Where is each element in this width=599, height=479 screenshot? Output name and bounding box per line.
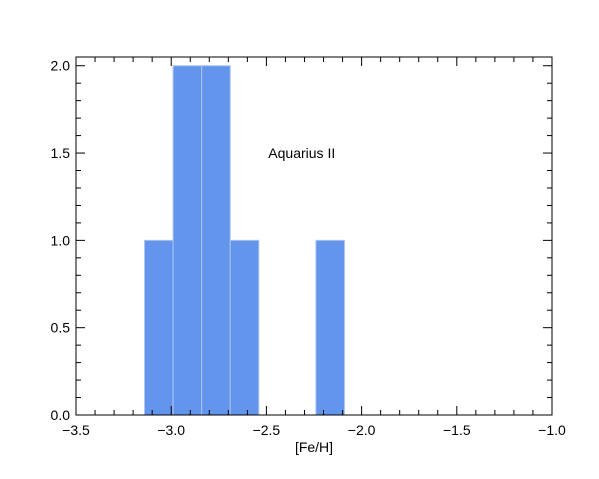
y-tick-label: 0.5 <box>51 320 71 336</box>
x-tick-label: −2.5 <box>253 422 281 438</box>
plot-frame <box>75 56 553 416</box>
bars-group <box>144 65 345 416</box>
histogram-bar-3 <box>201 65 231 416</box>
histogram-bar-4 <box>229 239 260 416</box>
x-tick-label: −2.0 <box>348 422 376 438</box>
chart-annotation: Aquarius II <box>268 145 335 161</box>
y-tick-label: 1.5 <box>51 145 71 161</box>
tick-labels-group: −3.5 −3.0 −2.5 −2.0 −1.5 −1.0 0.0 0.5 1.0 1.5 2.0 <box>51 58 567 438</box>
x-tick-label: −1.0 <box>538 422 566 438</box>
ticks-group <box>75 57 553 416</box>
histogram-bar-5 <box>315 239 345 416</box>
y-tick-label: 2.0 <box>51 58 71 74</box>
x-tick-label: −1.5 <box>443 422 471 438</box>
y-tick-label: 1.0 <box>51 232 71 248</box>
x-tick-label: −3.0 <box>157 422 185 438</box>
histogram-bar-1 <box>144 239 174 416</box>
histogram-bar-2 <box>172 65 203 416</box>
x-tick-label: −3.5 <box>62 422 90 438</box>
y-tick-label: 0.0 <box>51 407 71 423</box>
x-axis-label: [Fe/H] <box>295 439 333 455</box>
